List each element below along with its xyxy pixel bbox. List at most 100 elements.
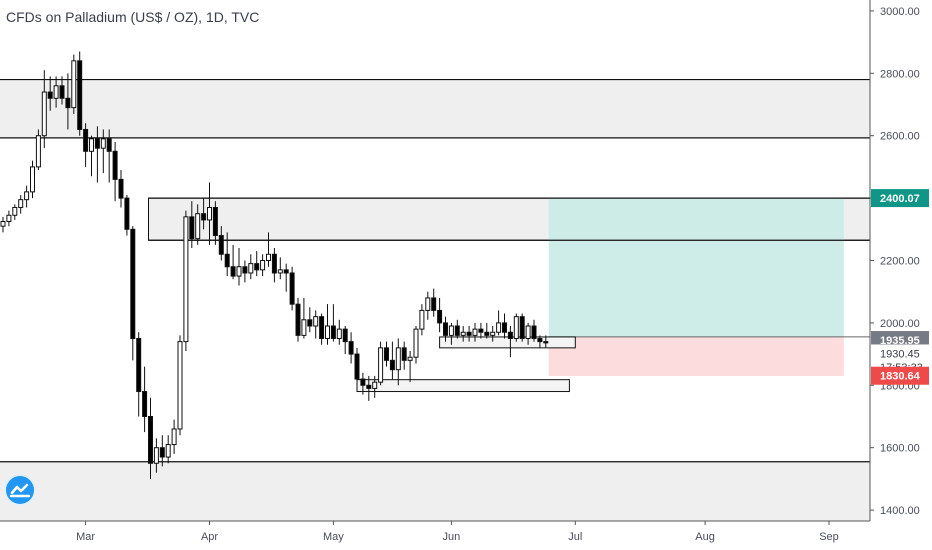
candle-body[interactable] <box>224 253 230 268</box>
candle-body[interactable] <box>378 347 384 383</box>
candle-body[interactable] <box>319 316 325 339</box>
tradingview-logo-icon[interactable] <box>6 476 34 504</box>
candle-body[interactable] <box>35 135 41 168</box>
candle-body[interactable] <box>112 150 118 180</box>
candle-body[interactable] <box>242 266 248 274</box>
candle-body[interactable] <box>443 322 448 336</box>
candle-body[interactable] <box>531 325 537 339</box>
candle-body[interactable] <box>260 260 266 271</box>
candle-body[interactable] <box>18 199 24 208</box>
candle-body[interactable] <box>177 341 183 430</box>
candle-body[interactable] <box>466 331 472 336</box>
candle-body[interactable] <box>342 328 348 343</box>
candle-body[interactable] <box>124 197 130 230</box>
candle-body[interactable] <box>395 347 401 371</box>
candle-body[interactable] <box>325 325 330 339</box>
zone-rect[interactable] <box>0 79 870 138</box>
candle-body[interactable] <box>212 206 218 237</box>
candle-body[interactable] <box>207 206 212 221</box>
candle-body[interactable] <box>53 85 59 99</box>
candle-body[interactable] <box>266 253 271 262</box>
candle-body[interactable] <box>59 85 65 99</box>
candle-body[interactable] <box>277 269 283 274</box>
candle-body[interactable] <box>24 191 30 201</box>
candle-body[interactable] <box>89 138 94 152</box>
candle-body[interactable] <box>289 272 295 305</box>
candle-body[interactable] <box>100 138 106 149</box>
candle-body[interactable] <box>30 166 35 193</box>
candle-body[interactable] <box>313 316 319 327</box>
position-stop-area[interactable] <box>548 336 844 376</box>
candle-body[interactable] <box>153 447 159 464</box>
candle-body[interactable] <box>283 269 289 274</box>
candle-body[interactable] <box>295 303 301 336</box>
candle-body[interactable] <box>248 263 254 274</box>
candle-body[interactable] <box>171 428 177 446</box>
candle-body[interactable] <box>413 328 419 358</box>
candle-body[interactable] <box>136 337 142 393</box>
demand-box[interactable] <box>439 336 576 349</box>
candle-body[interactable] <box>478 328 484 333</box>
candle-body[interactable] <box>271 253 277 274</box>
candle-body[interactable] <box>454 325 460 336</box>
candle-body[interactable] <box>230 266 236 277</box>
candle-body[interactable] <box>448 325 454 336</box>
candle-body[interactable] <box>6 214 12 223</box>
candle-body[interactable] <box>94 138 100 149</box>
candle-body[interactable] <box>419 309 425 330</box>
candle-body[interactable] <box>472 328 478 336</box>
candle-body[interactable] <box>130 228 136 339</box>
zone-rect[interactable] <box>0 461 870 521</box>
candle-body[interactable] <box>71 60 77 109</box>
candle-body[interactable] <box>201 213 207 221</box>
candle-body[interactable] <box>372 381 378 389</box>
candle-body[interactable] <box>519 316 525 339</box>
candle-body[interactable] <box>41 91 47 137</box>
candle-body[interactable] <box>496 322 502 333</box>
position-target-area[interactable] <box>548 198 844 337</box>
candle-body[interactable] <box>431 297 437 311</box>
candle-body[interactable] <box>165 444 171 458</box>
candle-body[interactable] <box>407 356 413 361</box>
candle-body[interactable] <box>65 97 71 109</box>
demand-box[interactable] <box>356 379 570 393</box>
candle-body[interactable] <box>47 91 53 99</box>
candle-body[interactable] <box>0 221 6 227</box>
candle-body[interactable] <box>513 316 519 339</box>
candle-body[interactable] <box>460 331 466 336</box>
candle-body[interactable] <box>484 331 490 336</box>
candle-body[interactable] <box>195 213 201 240</box>
candle-body[interactable] <box>307 319 313 327</box>
candle-body[interactable] <box>148 415 153 464</box>
candle-body[interactable] <box>183 216 189 343</box>
candle-body[interactable] <box>360 378 366 386</box>
candle-body[interactable] <box>336 328 342 339</box>
candle-body[interactable] <box>77 60 83 130</box>
candle-body[interactable] <box>425 297 431 311</box>
candle-body[interactable] <box>389 359 395 371</box>
candle-body[interactable] <box>236 266 242 277</box>
candle-body[interactable] <box>159 447 165 458</box>
candle-body[interactable] <box>301 319 307 336</box>
candle-body[interactable] <box>537 337 543 343</box>
candle-body[interactable] <box>502 322 507 333</box>
candle-body[interactable] <box>189 216 195 240</box>
candle-body[interactable] <box>254 263 260 271</box>
candle-body[interactable] <box>118 178 124 199</box>
candle-body[interactable] <box>525 325 531 339</box>
candle-body[interactable] <box>490 331 496 336</box>
candle-body[interactable] <box>543 341 549 344</box>
candle-body[interactable] <box>401 347 407 361</box>
candle-body[interactable] <box>218 235 224 255</box>
candle-body[interactable] <box>366 384 372 389</box>
candle-body[interactable] <box>330 325 336 339</box>
candle-body[interactable] <box>348 341 354 355</box>
candle-body[interactable] <box>142 391 148 417</box>
candle-body[interactable] <box>507 331 513 339</box>
candle-body[interactable] <box>354 353 360 380</box>
candle-body[interactable] <box>437 309 443 324</box>
candle-body[interactable] <box>83 128 89 152</box>
candle-body[interactable] <box>384 347 389 361</box>
candle-body[interactable] <box>12 206 18 216</box>
